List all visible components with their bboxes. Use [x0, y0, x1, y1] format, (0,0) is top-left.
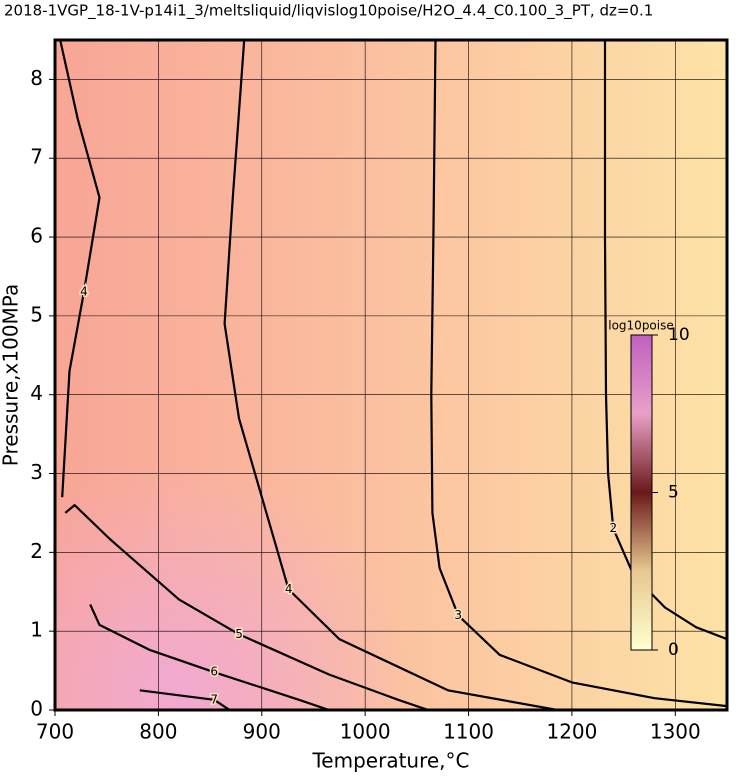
x-tick-label: 700 [36, 720, 74, 744]
y-axis-label: Pressure,x100MPa [0, 284, 23, 466]
x-tick-label: 1000 [340, 720, 391, 744]
x-tick-label: 800 [139, 720, 177, 744]
y-tick-label: 2 [30, 539, 43, 563]
y-tick-label: 8 [30, 66, 43, 90]
contour-line [139, 689, 231, 710]
contour-line [223, 40, 558, 710]
colorbar-label: log10poise [608, 319, 674, 333]
x-tick-label: 1200 [546, 720, 597, 744]
colorbar [630, 334, 653, 651]
contour-label: 4 [80, 285, 88, 299]
x-axis-label: Temperature,°C [311, 749, 469, 773]
y-tick-label: 3 [30, 460, 43, 484]
frame [53, 38, 729, 712]
y-tick-label: 0 [30, 697, 43, 721]
y-tick-label: 5 [30, 302, 43, 326]
contour-label: 3 [454, 608, 462, 622]
contour-label: 7 [210, 692, 218, 706]
field-highlight [55, 40, 727, 710]
x-tick-label: 1300 [650, 720, 701, 744]
contour-label: 6 [210, 665, 218, 679]
contour-label: 4 [285, 582, 293, 596]
x-tick-label: 900 [243, 720, 281, 744]
contour-line [59, 40, 101, 498]
contour-label: 2 [609, 521, 617, 535]
contour-line [430, 40, 727, 708]
contour-line [64, 504, 429, 710]
colorbar-tick-label: 10 [668, 325, 690, 345]
colorbar-tick-label: 5 [668, 483, 679, 503]
y-tick-label: 1 [30, 618, 43, 642]
contour-line [89, 603, 330, 710]
chart-title: 2018-1VGP_18-1V-p14i1_3/meltsliquid/liqv… [4, 2, 653, 21]
plot-area: 2 3 4 4 5 6 7 [55, 40, 727, 710]
y-tick-label: 7 [30, 145, 43, 169]
x-tick-label: 1100 [443, 720, 494, 744]
colorbar-tick-label: 0 [668, 640, 679, 660]
contour-line [603, 40, 727, 641]
contour-label: 5 [235, 627, 243, 641]
y-tick-label: 4 [30, 381, 43, 405]
y-tick-label: 6 [30, 224, 43, 248]
